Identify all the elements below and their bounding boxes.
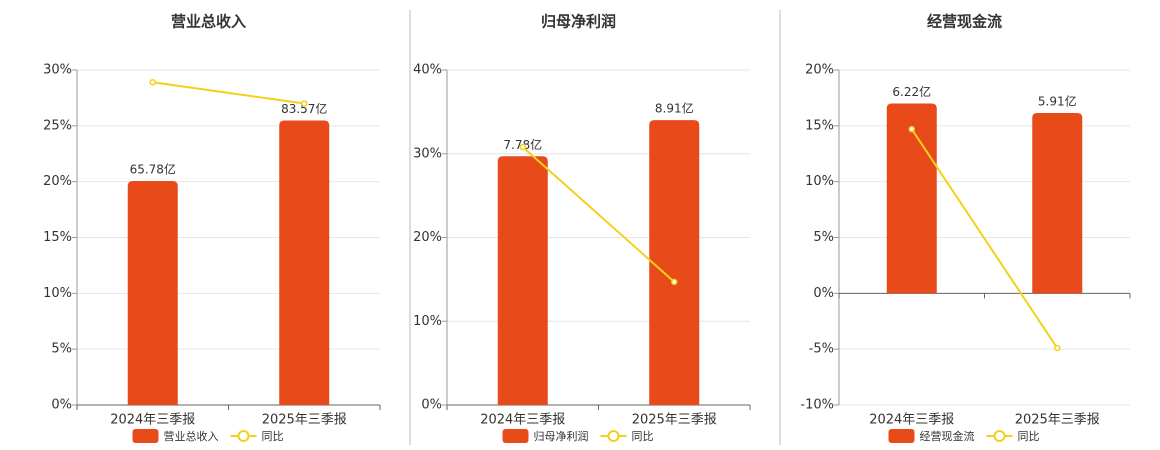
y-tick-label: 10% (805, 174, 834, 189)
bar (886, 103, 937, 294)
line-marker (671, 278, 678, 286)
y-tick-label: -5% (809, 342, 834, 357)
bar (649, 120, 700, 405)
y-tick-label: -10% (800, 398, 834, 413)
legend-label: 经营现金流 (920, 429, 975, 443)
line-marker (519, 143, 526, 151)
value-label: 6.22亿 (892, 84, 931, 99)
chart-title: 经营现金流 (927, 13, 1002, 31)
chart-title: 归母净利润 (541, 13, 616, 31)
x-tick-label: 2025年三季报 (262, 413, 347, 428)
x-tick-label: 2025年三季报 (1015, 413, 1100, 428)
x-tick-label: 2025年三季报 (632, 413, 717, 428)
y-tick-label: 25% (43, 118, 72, 133)
line-marker (1054, 344, 1061, 352)
line (522, 146, 675, 283)
legend-swatch (132, 429, 159, 443)
y-tick-label: 0% (421, 398, 442, 413)
value-label: 83.57亿 (281, 101, 327, 116)
y-tick-label: 15% (805, 118, 834, 133)
line-marker (149, 79, 156, 86)
y-tick-label: 10% (43, 286, 72, 301)
legend-swatch (993, 430, 1006, 442)
legend-label: 归母净利润 (534, 429, 589, 443)
y-tick-label: 20% (43, 174, 72, 189)
legend-swatch (607, 430, 620, 442)
x-tick-label: 2024年三季报 (110, 413, 195, 428)
legend-label: 同比 (632, 430, 654, 443)
legend-swatch (237, 430, 250, 442)
bar (127, 181, 178, 405)
bar (1032, 113, 1083, 294)
legend-swatch (888, 429, 915, 443)
y-tick-label: 15% (43, 230, 72, 245)
y-tick-label: 30% (43, 63, 72, 78)
legend-swatch (502, 429, 529, 443)
y-tick-label: 0% (813, 286, 834, 301)
y-tick-label: 0% (51, 398, 72, 413)
line-marker (908, 125, 915, 133)
y-tick-label: 40% (413, 63, 442, 78)
x-tick-label: 2024年三季报 (869, 413, 954, 428)
y-tick-label: 5% (51, 342, 72, 357)
value-label: 8.91亿 (655, 101, 694, 116)
line-marker (301, 100, 308, 107)
bar (497, 156, 548, 405)
y-tick-label: 5% (813, 230, 834, 245)
y-tick-label: 20% (413, 230, 442, 245)
line (152, 81, 305, 105)
legend-label: 同比 (262, 430, 284, 443)
legend-label: 同比 (1018, 430, 1040, 443)
y-tick-label: 30% (413, 146, 442, 161)
legend-label: 营业总收入 (164, 429, 219, 443)
y-tick-label: 20% (805, 63, 834, 78)
bar (279, 120, 330, 405)
x-tick-label: 2024年三季报 (480, 413, 565, 428)
line (910, 128, 1059, 349)
chart-title: 营业总收入 (171, 13, 246, 31)
value-label: 65.78亿 (130, 162, 176, 177)
value-label: 5.91亿 (1038, 94, 1077, 109)
y-tick-label: 10% (413, 314, 442, 329)
